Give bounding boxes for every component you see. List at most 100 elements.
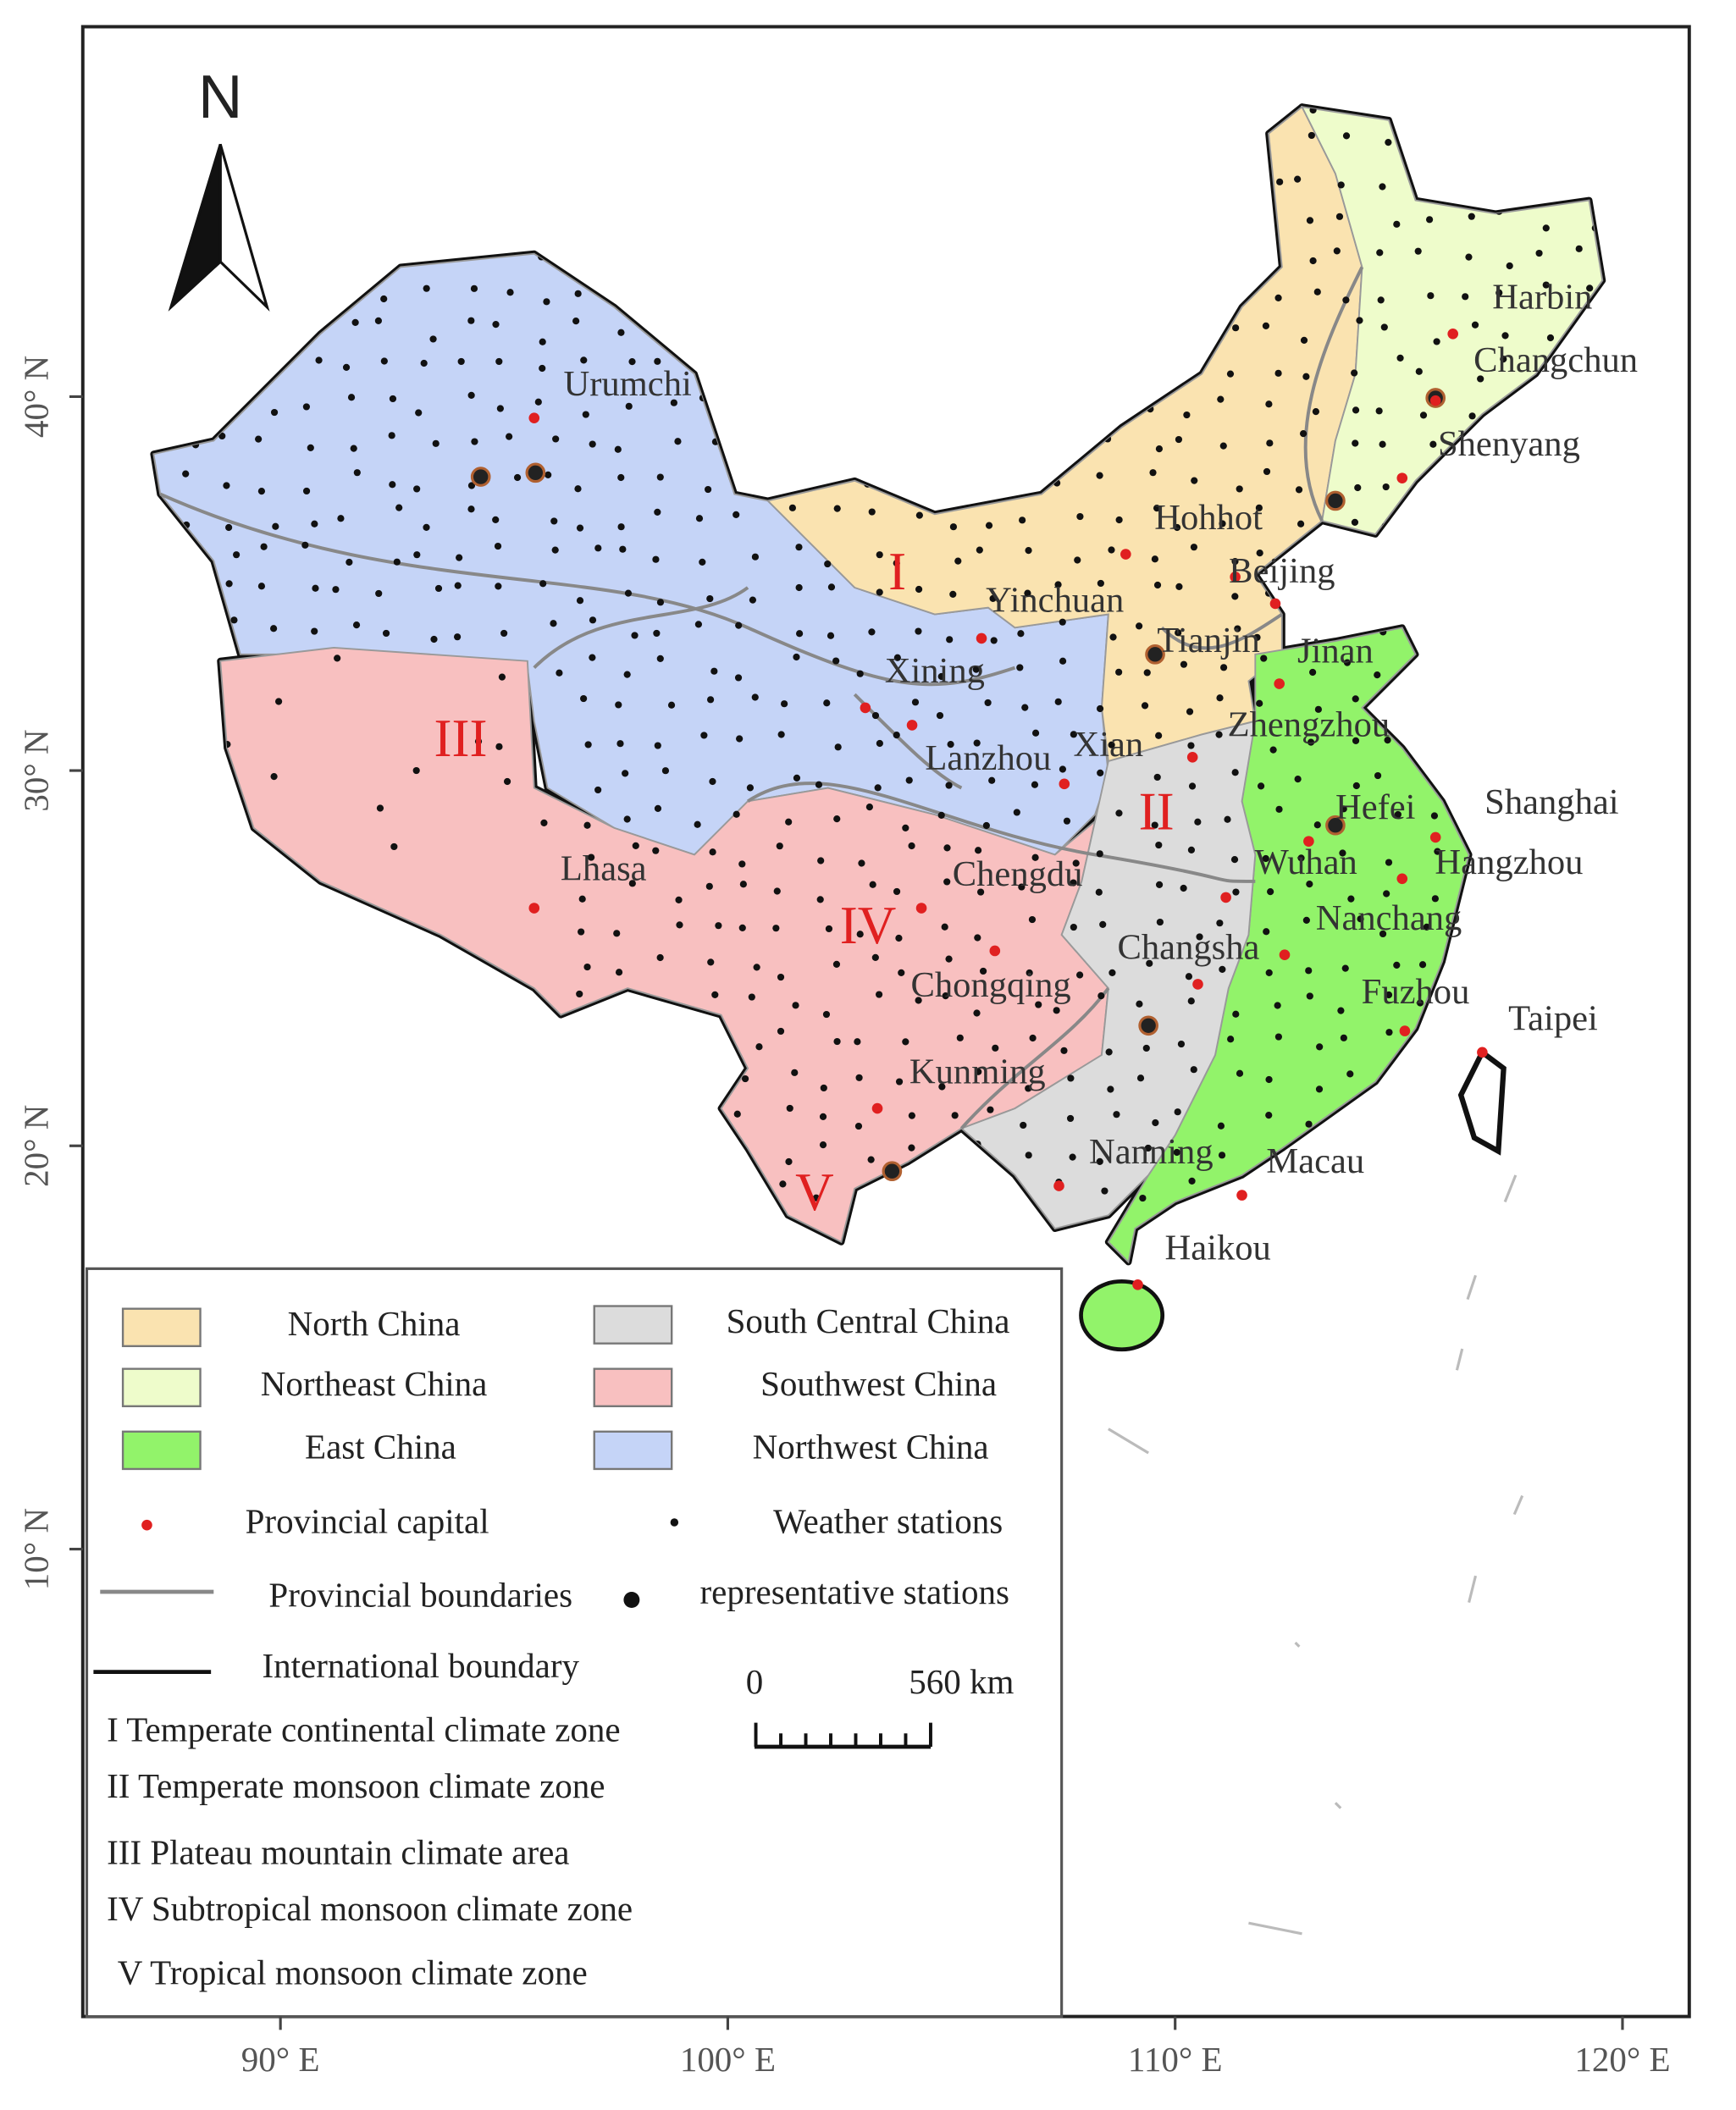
weather-station: [1216, 920, 1224, 927]
weather-station: [474, 737, 483, 745]
weather-station: [617, 329, 625, 336]
weather-station: [1302, 916, 1310, 924]
weather-station: [876, 739, 883, 748]
weather-station: [1070, 879, 1077, 887]
weather-station: [990, 637, 998, 644]
legend-box: [85, 1267, 1064, 2019]
weather-station: [1309, 668, 1317, 677]
weather-station: [1232, 888, 1240, 896]
weather-station: [453, 633, 462, 641]
weather-station: [895, 1078, 904, 1085]
weather-station: [1060, 1047, 1068, 1054]
weather-station: [1471, 321, 1479, 329]
weather-station: [380, 357, 388, 365]
weather-station: [868, 628, 876, 636]
weather-station: [589, 654, 596, 661]
weather-station: [1379, 930, 1387, 938]
weather-station: [594, 786, 602, 794]
weather-station: [915, 585, 923, 594]
weather-station: [1190, 544, 1198, 551]
weather-station: [1227, 1036, 1235, 1043]
weather-station: [1542, 281, 1550, 289]
weather-station: [1316, 1043, 1324, 1051]
weather-station: [974, 934, 981, 942]
weather-station: [467, 391, 475, 399]
weather-station: [1105, 1048, 1113, 1056]
weather-station: [777, 973, 785, 981]
provincial-capital: [1477, 1047, 1488, 1058]
weather-station: [748, 993, 755, 1001]
weather-station: [1352, 737, 1360, 744]
weather-station: [615, 969, 623, 976]
weather-station: [619, 545, 627, 553]
weather-station: [1274, 369, 1282, 377]
weather-station: [539, 580, 547, 588]
weather-station: [1108, 546, 1115, 554]
weather-station: [1356, 317, 1363, 324]
weather-station: [946, 636, 954, 643]
weather-station: [1265, 400, 1273, 408]
weather-station: [1253, 633, 1261, 641]
weather-station: [670, 399, 677, 406]
weather-station: [706, 696, 715, 704]
weather-station: [735, 621, 743, 629]
provincial-capital: [1279, 949, 1291, 961]
weather-station: [413, 485, 421, 493]
weather-station: [1219, 965, 1226, 974]
weather-station: [734, 674, 743, 682]
provincial-capital: [1396, 472, 1408, 483]
weather-station: [1535, 249, 1543, 257]
legend-swatch: [593, 1430, 673, 1471]
provincial-capital: [1236, 1190, 1247, 1201]
weather-station: [1031, 853, 1039, 861]
weather-station: [820, 1084, 827, 1092]
scale-label: 0: [746, 1662, 763, 1701]
weather-station: [1468, 213, 1475, 220]
weather-station: [1096, 704, 1104, 713]
weather-station: [1096, 472, 1103, 479]
weather-station: [543, 298, 550, 306]
weather-station: [1546, 334, 1555, 342]
weather-station: [1433, 338, 1440, 345]
weather-station: [332, 586, 340, 594]
weather-station: [1025, 1085, 1032, 1092]
weather-station: [632, 842, 639, 849]
weather-station: [984, 699, 992, 707]
weather-station: [1016, 664, 1024, 671]
legend-rep: [623, 1592, 640, 1608]
weather-station: [545, 471, 552, 478]
legend-swatch: [593, 1367, 673, 1407]
weather-station: [1025, 547, 1032, 555]
weather-station: [656, 655, 664, 662]
weather-station: [947, 741, 954, 748]
weather-station: [1300, 336, 1308, 344]
weather-station: [1021, 704, 1029, 711]
weather-station: [583, 821, 591, 829]
weather-station: [1427, 292, 1435, 300]
legend-label: Southwest China: [760, 1364, 997, 1403]
weather-station: [1465, 253, 1473, 261]
weather-station: [1501, 332, 1509, 340]
weather-station: [1262, 854, 1269, 863]
provincial-capital: [1269, 598, 1281, 610]
weather-station: [1231, 593, 1239, 600]
weather-station: [551, 546, 559, 554]
weather-station: [982, 821, 990, 830]
weather-station: [413, 551, 421, 559]
region: [959, 720, 1257, 1230]
weather-station: [856, 931, 864, 938]
weather-station: [956, 1034, 964, 1041]
weather-station: [1013, 809, 1020, 816]
weather-station: [871, 953, 879, 961]
city-label: Wuhan: [1255, 842, 1357, 882]
weather-station: [893, 731, 900, 739]
city-label: Taipei: [1508, 998, 1598, 1038]
weather-station: [1315, 1085, 1324, 1093]
weather-station: [1379, 183, 1386, 191]
weather-station: [1153, 581, 1162, 589]
weather-station: [1351, 518, 1359, 526]
weather-station: [503, 777, 511, 786]
weather-station: [1188, 1177, 1196, 1185]
weather-station: [793, 774, 801, 782]
weather-station: [945, 782, 953, 789]
